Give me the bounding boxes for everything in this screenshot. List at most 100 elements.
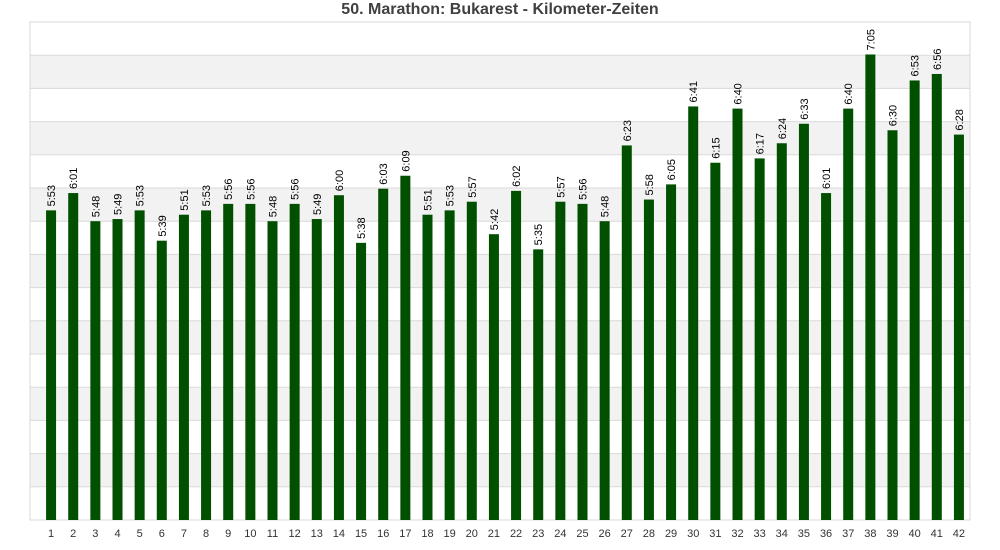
- x-tick-label: 4: [114, 528, 120, 540]
- x-tick-label: 26: [599, 528, 611, 540]
- value-label: 6:02: [511, 165, 523, 186]
- bar-km-15: [356, 242, 367, 520]
- value-label: 5:48: [268, 196, 280, 217]
- bar-km-41: [931, 73, 942, 521]
- value-label: 6:53: [910, 55, 922, 76]
- bar-km-17: [400, 175, 411, 520]
- bar-km-30: [688, 106, 699, 520]
- x-tick-label: 19: [444, 528, 456, 540]
- bar-km-31: [710, 162, 721, 520]
- value-label: 6:30: [888, 105, 900, 126]
- x-tick-label: 25: [576, 528, 588, 540]
- bar-km-26: [599, 221, 610, 520]
- bar-km-23: [533, 249, 544, 520]
- x-axis-tick-labels: 1 2 3 4 5 6 7 8 9 10 11 12 13 14 15 16 17 18 19 20 21 22 23 24 2…: [48, 528, 965, 540]
- x-tick-label: 42: [953, 528, 965, 540]
- x-tick-label: 41: [931, 528, 943, 540]
- x-tick-label: 13: [311, 528, 323, 540]
- x-tick-label: 15: [355, 528, 367, 540]
- value-labels: 5:53 6:01 5:48 5:49 5:53 5:39 5:51 5:53 5:56 5:56…: [46, 29, 966, 245]
- value-label: 6:28: [954, 109, 966, 130]
- x-tick-label: 18: [421, 528, 433, 540]
- bar-km-7: [178, 214, 189, 520]
- x-tick-label: 34: [776, 528, 788, 540]
- plot-border: [29, 21, 971, 521]
- bar-km-32: [732, 108, 743, 520]
- value-label: 5:39: [157, 215, 169, 236]
- x-tick-label: 37: [842, 528, 854, 540]
- bar-km-10: [245, 203, 256, 520]
- x-tick-label: 16: [377, 528, 389, 540]
- value-label: 5:56: [223, 178, 235, 199]
- x-tick-label: 23: [532, 528, 544, 540]
- bar-km-24: [555, 201, 566, 520]
- value-label: 6:17: [755, 133, 767, 154]
- x-tick-label: 40: [909, 528, 921, 540]
- value-label: 5:51: [423, 189, 435, 210]
- grid-band: [30, 55, 970, 89]
- x-tick-label: 39: [886, 528, 898, 540]
- x-tick-label: 7: [181, 528, 187, 540]
- value-label: 6:23: [622, 120, 634, 141]
- bar-km-28: [643, 199, 654, 520]
- x-tick-label: 29: [665, 528, 677, 540]
- value-label: 6:05: [666, 159, 678, 180]
- value-label: 5:56: [578, 178, 590, 199]
- x-tick-label: 36: [820, 528, 832, 540]
- value-label: 5:56: [245, 178, 257, 199]
- value-label: 6:15: [710, 137, 722, 158]
- x-tick-label: 38: [864, 528, 876, 540]
- value-label: 5:53: [201, 185, 213, 206]
- x-tick-label: 1: [48, 528, 54, 540]
- bar-km-40: [909, 80, 920, 520]
- x-tick-label: 30: [687, 528, 699, 540]
- bar-km-12: [289, 203, 300, 520]
- value-label: 5:51: [179, 189, 191, 210]
- bar-km-22: [511, 190, 522, 520]
- grid-band: [30, 22, 970, 56]
- x-tick-label: 31: [709, 528, 721, 540]
- bar-km-19: [444, 210, 455, 521]
- value-label: 5:48: [600, 196, 612, 217]
- value-label: 5:53: [135, 185, 147, 206]
- value-label: 5:53: [445, 185, 457, 206]
- value-label: 5:48: [90, 196, 102, 217]
- x-tick-label: 35: [798, 528, 810, 540]
- bar-km-29: [666, 184, 677, 521]
- x-tick-label: 27: [621, 528, 633, 540]
- bar-km-33: [754, 158, 765, 520]
- value-label: 5:42: [489, 209, 501, 230]
- x-tick-label: 10: [244, 528, 256, 540]
- x-tick-label: 21: [488, 528, 500, 540]
- bar-km-14: [333, 195, 344, 520]
- x-tick-label: 8: [203, 528, 209, 540]
- x-tick-label: 32: [731, 528, 743, 540]
- value-label: 6:33: [799, 98, 811, 119]
- grid-band: [30, 121, 970, 155]
- bar-km-35: [798, 123, 809, 520]
- bar-km-6: [156, 240, 167, 520]
- x-tick-label: 11: [267, 528, 278, 540]
- value-label: 6:09: [400, 150, 412, 171]
- bar-km-20: [466, 201, 477, 520]
- bar-km-36: [821, 193, 832, 520]
- value-label: 5:49: [113, 194, 125, 215]
- grid-band: [30, 88, 970, 122]
- value-label: 5:38: [356, 217, 368, 238]
- bar-km-37: [843, 108, 854, 520]
- value-label: 5:49: [312, 194, 324, 215]
- bar-km-21: [488, 234, 499, 521]
- chart-title: 50. Marathon: Bukarest - Kilometer-Zeite…: [341, 1, 659, 18]
- value-label: 6:24: [777, 118, 789, 139]
- value-label: 5:56: [290, 178, 302, 199]
- bar-km-38: [865, 54, 876, 520]
- bar-km-27: [621, 145, 632, 520]
- x-tick-label: 9: [225, 528, 231, 540]
- x-tick-label: 2: [70, 528, 76, 540]
- value-label: 6:01: [821, 168, 833, 189]
- x-tick-label: 33: [754, 528, 766, 540]
- bar-km-39: [887, 130, 898, 520]
- value-label: 6:01: [68, 168, 80, 189]
